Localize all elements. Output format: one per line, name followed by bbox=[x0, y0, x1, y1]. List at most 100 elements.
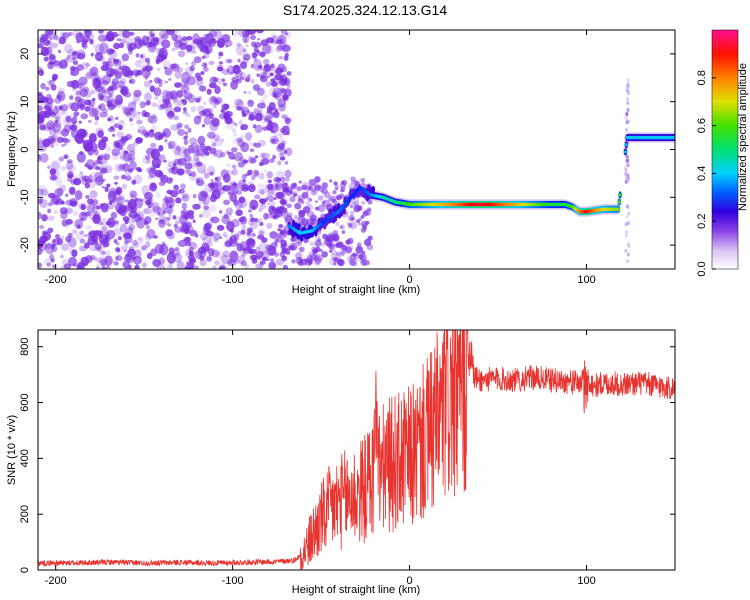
spectrogram-noise-blob bbox=[269, 64, 276, 72]
spectrogram-noise-blob bbox=[65, 138, 71, 143]
spectrogram-noise-blob bbox=[93, 160, 100, 167]
spectrogram-noise-blob bbox=[128, 51, 133, 55]
spectrogram-noise-blob bbox=[167, 141, 172, 146]
spectrogram-noise-blob bbox=[321, 201, 326, 205]
spectrogram-noise-blob bbox=[297, 216, 305, 224]
spectrogram-noise-blob bbox=[65, 161, 74, 171]
spectrogram-noise-blob bbox=[226, 163, 231, 168]
spectrogram-noise-blob bbox=[184, 236, 191, 243]
spectrogram-noise-blob bbox=[271, 138, 276, 143]
spectrogram-noise-blob bbox=[113, 260, 118, 266]
spectrogram-noise-blob bbox=[166, 216, 171, 221]
spectrogram-noise-blob bbox=[294, 202, 302, 210]
spectrogram-noise-blob bbox=[178, 188, 185, 194]
spectrogram-noise-blob bbox=[85, 194, 90, 199]
spectrogram-noise-blob bbox=[93, 159, 99, 166]
spectrogram-noise-blob bbox=[170, 248, 180, 259]
spectrogram-noise-blob bbox=[254, 124, 263, 134]
spectrogram-noise-blob bbox=[349, 253, 357, 261]
spectrogram-noise-blob bbox=[192, 194, 197, 199]
spectrogram-noise-blob bbox=[56, 136, 64, 144]
spectrogram-noise-blob bbox=[294, 214, 298, 219]
spectrogram-noise-blob bbox=[213, 105, 217, 108]
spectrogram-noise-blob bbox=[141, 184, 151, 196]
spectrogram-noise-blob bbox=[254, 219, 260, 223]
spectrogram-noise-blob bbox=[48, 61, 54, 65]
spectrogram-noise-blob bbox=[200, 232, 208, 241]
spectrogram-noise-blob bbox=[283, 150, 288, 154]
spectrogram-noise-blob bbox=[240, 216, 246, 222]
spectrogram-noise-blob bbox=[281, 233, 287, 239]
spectrogram-noise-blob bbox=[279, 156, 286, 161]
spectrogram-noise-blob bbox=[181, 202, 188, 210]
spectrogram-noise-blob bbox=[266, 171, 274, 179]
spectrogram-noise-blob bbox=[140, 54, 144, 59]
spectrogram-noise-blob bbox=[347, 237, 354, 245]
spectrogram-noise-blob bbox=[233, 199, 239, 206]
spectrogram-noise-blob bbox=[191, 60, 196, 67]
colorbar-ticks: 0.0 0.2 0.4 0.6 0.8 bbox=[696, 70, 716, 277]
spectrogram-noise-blob bbox=[258, 230, 265, 237]
spectrogram-noise-blob bbox=[254, 142, 262, 149]
spectrogram-noise-blob bbox=[118, 30, 128, 38]
spectrogram-noise-blob bbox=[109, 200, 113, 205]
spectrogram-noise-blob bbox=[76, 262, 85, 269]
spectrogram-noise-blob bbox=[104, 186, 109, 192]
spectrogram-noise-blob bbox=[246, 110, 250, 113]
spectrogram-noise-blob bbox=[45, 30, 50, 36]
spectrogram-noise-blob bbox=[38, 154, 42, 163]
spectrogram-noise-blob bbox=[71, 124, 75, 128]
spectrogram-noise-blob bbox=[248, 115, 256, 121]
spectrogram-noise-blob bbox=[75, 90, 82, 96]
spectrogram-noise-blob bbox=[297, 241, 302, 247]
spectrogram-noise-blob bbox=[236, 106, 243, 111]
figure-title: S174.2025.324.12.13.G14 bbox=[283, 2, 447, 18]
spectrogram-noise-blob bbox=[165, 229, 173, 237]
spectrogram-noise-blob bbox=[114, 163, 123, 173]
spectrogram-noise-blob bbox=[269, 158, 275, 164]
spectrogram-noise-blob bbox=[118, 163, 126, 170]
spectrogram-noise-blob bbox=[248, 248, 253, 255]
spectrogram-noise-blob bbox=[213, 238, 219, 243]
spectrogram-noise-blob bbox=[60, 32, 66, 38]
spectrogram-noise-blob bbox=[53, 34, 59, 41]
spectrogram-noise-blob bbox=[126, 218, 131, 223]
spectrogram-noise-blob bbox=[189, 137, 198, 145]
spectrogram-noise-blob bbox=[164, 105, 174, 117]
spectrogram-noise-blob bbox=[39, 153, 49, 163]
spectrogram-noise-blob bbox=[274, 181, 283, 191]
spectrogram-noise-blob bbox=[259, 260, 266, 265]
spectrogram-noise-blob bbox=[269, 112, 275, 119]
spectrogram-noise-blob bbox=[50, 84, 57, 91]
spectrogram-noise-blob bbox=[98, 256, 108, 264]
spectrogram-noise-blob bbox=[254, 194, 261, 200]
spectrogram-noise-blob bbox=[122, 216, 130, 222]
spectrogram-noise-blob bbox=[286, 71, 292, 76]
spectrogram-noise-blob bbox=[239, 76, 245, 81]
spectrogram-noise-blob bbox=[90, 89, 96, 95]
spectrogram-noise-blob bbox=[200, 190, 209, 198]
spectrogram-noise-blob bbox=[101, 250, 106, 254]
spectrogram-noise-blob bbox=[40, 82, 46, 90]
spectrogram-noise-blob bbox=[350, 259, 358, 267]
spectrogram-noise-blob bbox=[143, 208, 150, 213]
spectrogram-noise-blob bbox=[38, 211, 42, 220]
spectrogram-noise-blob bbox=[259, 189, 266, 195]
spectrogram-noise-blob bbox=[158, 257, 165, 265]
spectrogram-noise-blob bbox=[275, 258, 285, 266]
spectrogram-noise-blob bbox=[235, 44, 245, 56]
spectrogram-noise-blob bbox=[180, 84, 190, 94]
spectrogram-noise-blob bbox=[280, 181, 288, 190]
spectrogram-noise-blob bbox=[47, 208, 52, 214]
spectrogram-noise-blob bbox=[333, 181, 338, 186]
spectrogram-noise-blob bbox=[109, 49, 115, 54]
snr-x-tick-label: -100 bbox=[222, 575, 244, 587]
spectrogram-noise-blob bbox=[40, 46, 49, 56]
spectrogram-noise-blob bbox=[185, 224, 190, 229]
spectrogram-noise-blob bbox=[70, 117, 78, 124]
spectrogram-noise-blob bbox=[80, 204, 87, 211]
spectrogram-noise-blob bbox=[79, 230, 85, 235]
spectrogram-noise-blob bbox=[167, 111, 175, 117]
spectrogram-noise-blob bbox=[313, 256, 322, 265]
spectrogram-noise-blob bbox=[208, 147, 217, 155]
